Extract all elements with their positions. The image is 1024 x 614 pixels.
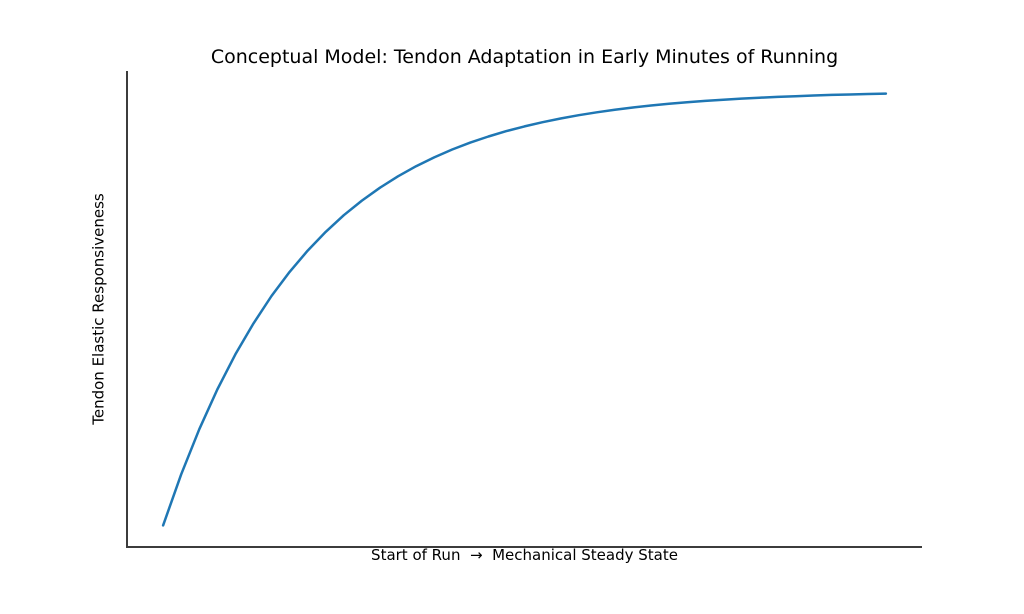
adaptation-curve [161, 92, 888, 527]
x-axis-label: Start of Run → Mechanical Steady State [371, 546, 678, 564]
chart-title: Conceptual Model: Tendon Adaptation in E… [210, 46, 839, 68]
